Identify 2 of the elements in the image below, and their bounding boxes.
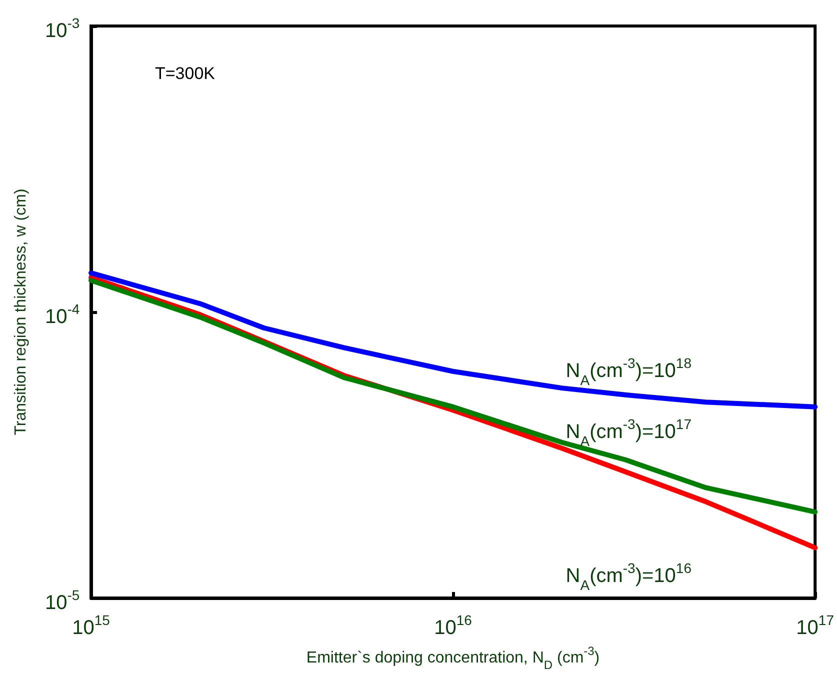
y-axis-title: Transition region thickness, w (cm) [12, 188, 30, 436]
annotation: T=300K [155, 64, 216, 83]
